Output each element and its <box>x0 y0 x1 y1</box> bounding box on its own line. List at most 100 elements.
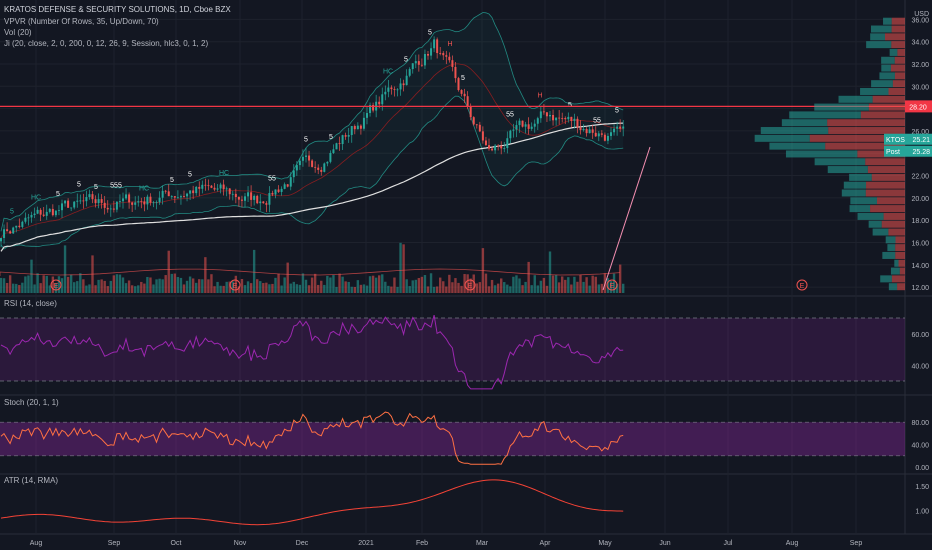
candle-body <box>179 196 182 198</box>
profile-up-bar <box>866 41 892 49</box>
candle-body <box>402 83 405 86</box>
candle-body <box>295 165 298 171</box>
volume-bar <box>496 283 500 293</box>
volume-bar <box>54 282 58 293</box>
signal-label: 55 <box>268 176 276 183</box>
signal-label: 5 <box>404 57 408 64</box>
profile-up-bar <box>882 251 896 259</box>
candle-body <box>359 125 362 129</box>
rsi-tick-label: 60.00 <box>911 332 929 339</box>
volume-bar <box>265 282 268 293</box>
volume-bar <box>612 273 616 293</box>
candle-body <box>558 117 561 119</box>
candle-body <box>454 66 457 79</box>
candle-body <box>472 117 475 125</box>
volume-bar <box>362 284 366 293</box>
volume-bar <box>234 275 238 293</box>
candle-body <box>54 210 57 216</box>
volume-bar <box>8 275 12 293</box>
indicator-vpvr[interactable]: VPVR (Number Of Rows, 35, Up/Down, 70) <box>4 17 159 26</box>
candle-body <box>463 93 466 97</box>
volume-bar <box>591 275 594 293</box>
candle-body <box>106 207 109 210</box>
indicator-ji[interactable]: Ji (20, close, 2, 0, 200, 0, 12, 26, 9, … <box>4 39 209 48</box>
signal-label: 5 <box>56 191 60 198</box>
volume-bar <box>231 281 234 293</box>
candle-body <box>259 201 262 204</box>
volume-bar <box>18 285 21 293</box>
stoch-label[interactable]: Stoch (20, 1, 1) <box>4 398 59 407</box>
volume-bar <box>280 285 283 293</box>
candle-body <box>192 190 195 194</box>
volume-bars <box>0 242 625 293</box>
volume-bar <box>146 276 149 293</box>
candle-body <box>442 53 445 56</box>
volume-bar <box>518 278 521 293</box>
candle-body <box>305 155 307 157</box>
candle-body <box>570 116 573 121</box>
volume-bar <box>127 280 131 293</box>
volume-bar <box>69 274 73 293</box>
candle-body <box>469 106 472 118</box>
volume-bar <box>381 274 384 293</box>
earnings-marker-label: E <box>233 283 238 290</box>
candle-body <box>183 196 185 197</box>
stoch-line <box>0 411 624 465</box>
price-tick-label: 16.00 <box>911 240 929 247</box>
volume-bar <box>210 274 213 293</box>
candle-body <box>573 118 576 121</box>
volume-bar <box>179 277 183 293</box>
signal-label: 5 <box>10 209 14 216</box>
candle-body <box>27 217 30 219</box>
volume-bar <box>173 273 177 293</box>
candle-body <box>216 188 219 190</box>
volume-bar <box>307 285 311 293</box>
volume-profile <box>754 17 905 291</box>
candle-body <box>274 189 277 195</box>
candle-body <box>225 188 228 190</box>
candle-body <box>301 156 304 161</box>
volume-bar <box>24 276 27 293</box>
candle-body <box>457 78 460 91</box>
volume-bar <box>130 285 134 293</box>
candle-body <box>481 131 484 141</box>
volume-bar <box>414 279 417 293</box>
time-axis-label: Nov <box>234 540 247 547</box>
volume-bar <box>124 283 128 293</box>
signal-label: 5 <box>94 184 98 191</box>
candle-body <box>167 191 170 197</box>
candle-body <box>82 200 85 202</box>
profile-down-bar <box>899 267 905 275</box>
time-axis-label: Sep <box>850 540 863 547</box>
post-price-value: 25.28 <box>912 149 930 156</box>
volume-bar <box>402 244 405 293</box>
candle-body <box>128 194 131 203</box>
volume-bar <box>94 285 97 293</box>
volume-bar <box>338 273 341 293</box>
earnings-marker <box>229 279 241 291</box>
candle-body <box>515 125 518 130</box>
earnings-marker <box>606 279 618 291</box>
atr-label[interactable]: ATR (14, RMA) <box>4 476 59 485</box>
indicator-vol[interactable]: Vol (20) <box>4 28 32 37</box>
candle-body <box>21 221 24 227</box>
profile-down-bar <box>895 236 905 244</box>
rsi-label[interactable]: RSI (14, close) <box>4 299 57 308</box>
profile-down-bar <box>867 166 905 174</box>
signal-label: 5 <box>461 75 465 82</box>
profile-up-bar <box>881 64 891 72</box>
post-price-tag <box>884 145 932 157</box>
candle-body <box>591 129 594 133</box>
candle-body <box>0 237 2 242</box>
bollinger-lower <box>0 95 624 250</box>
candle-body <box>427 54 429 56</box>
stoch-tick-label: 80.00 <box>911 420 929 427</box>
volume-ma <box>0 268 621 276</box>
candle-body <box>18 225 21 227</box>
candle-body <box>292 170 295 178</box>
signal-label: 5 <box>188 171 192 178</box>
volume-bar <box>137 285 140 293</box>
volume-bar <box>570 284 573 293</box>
profile-up-bar <box>881 56 895 64</box>
